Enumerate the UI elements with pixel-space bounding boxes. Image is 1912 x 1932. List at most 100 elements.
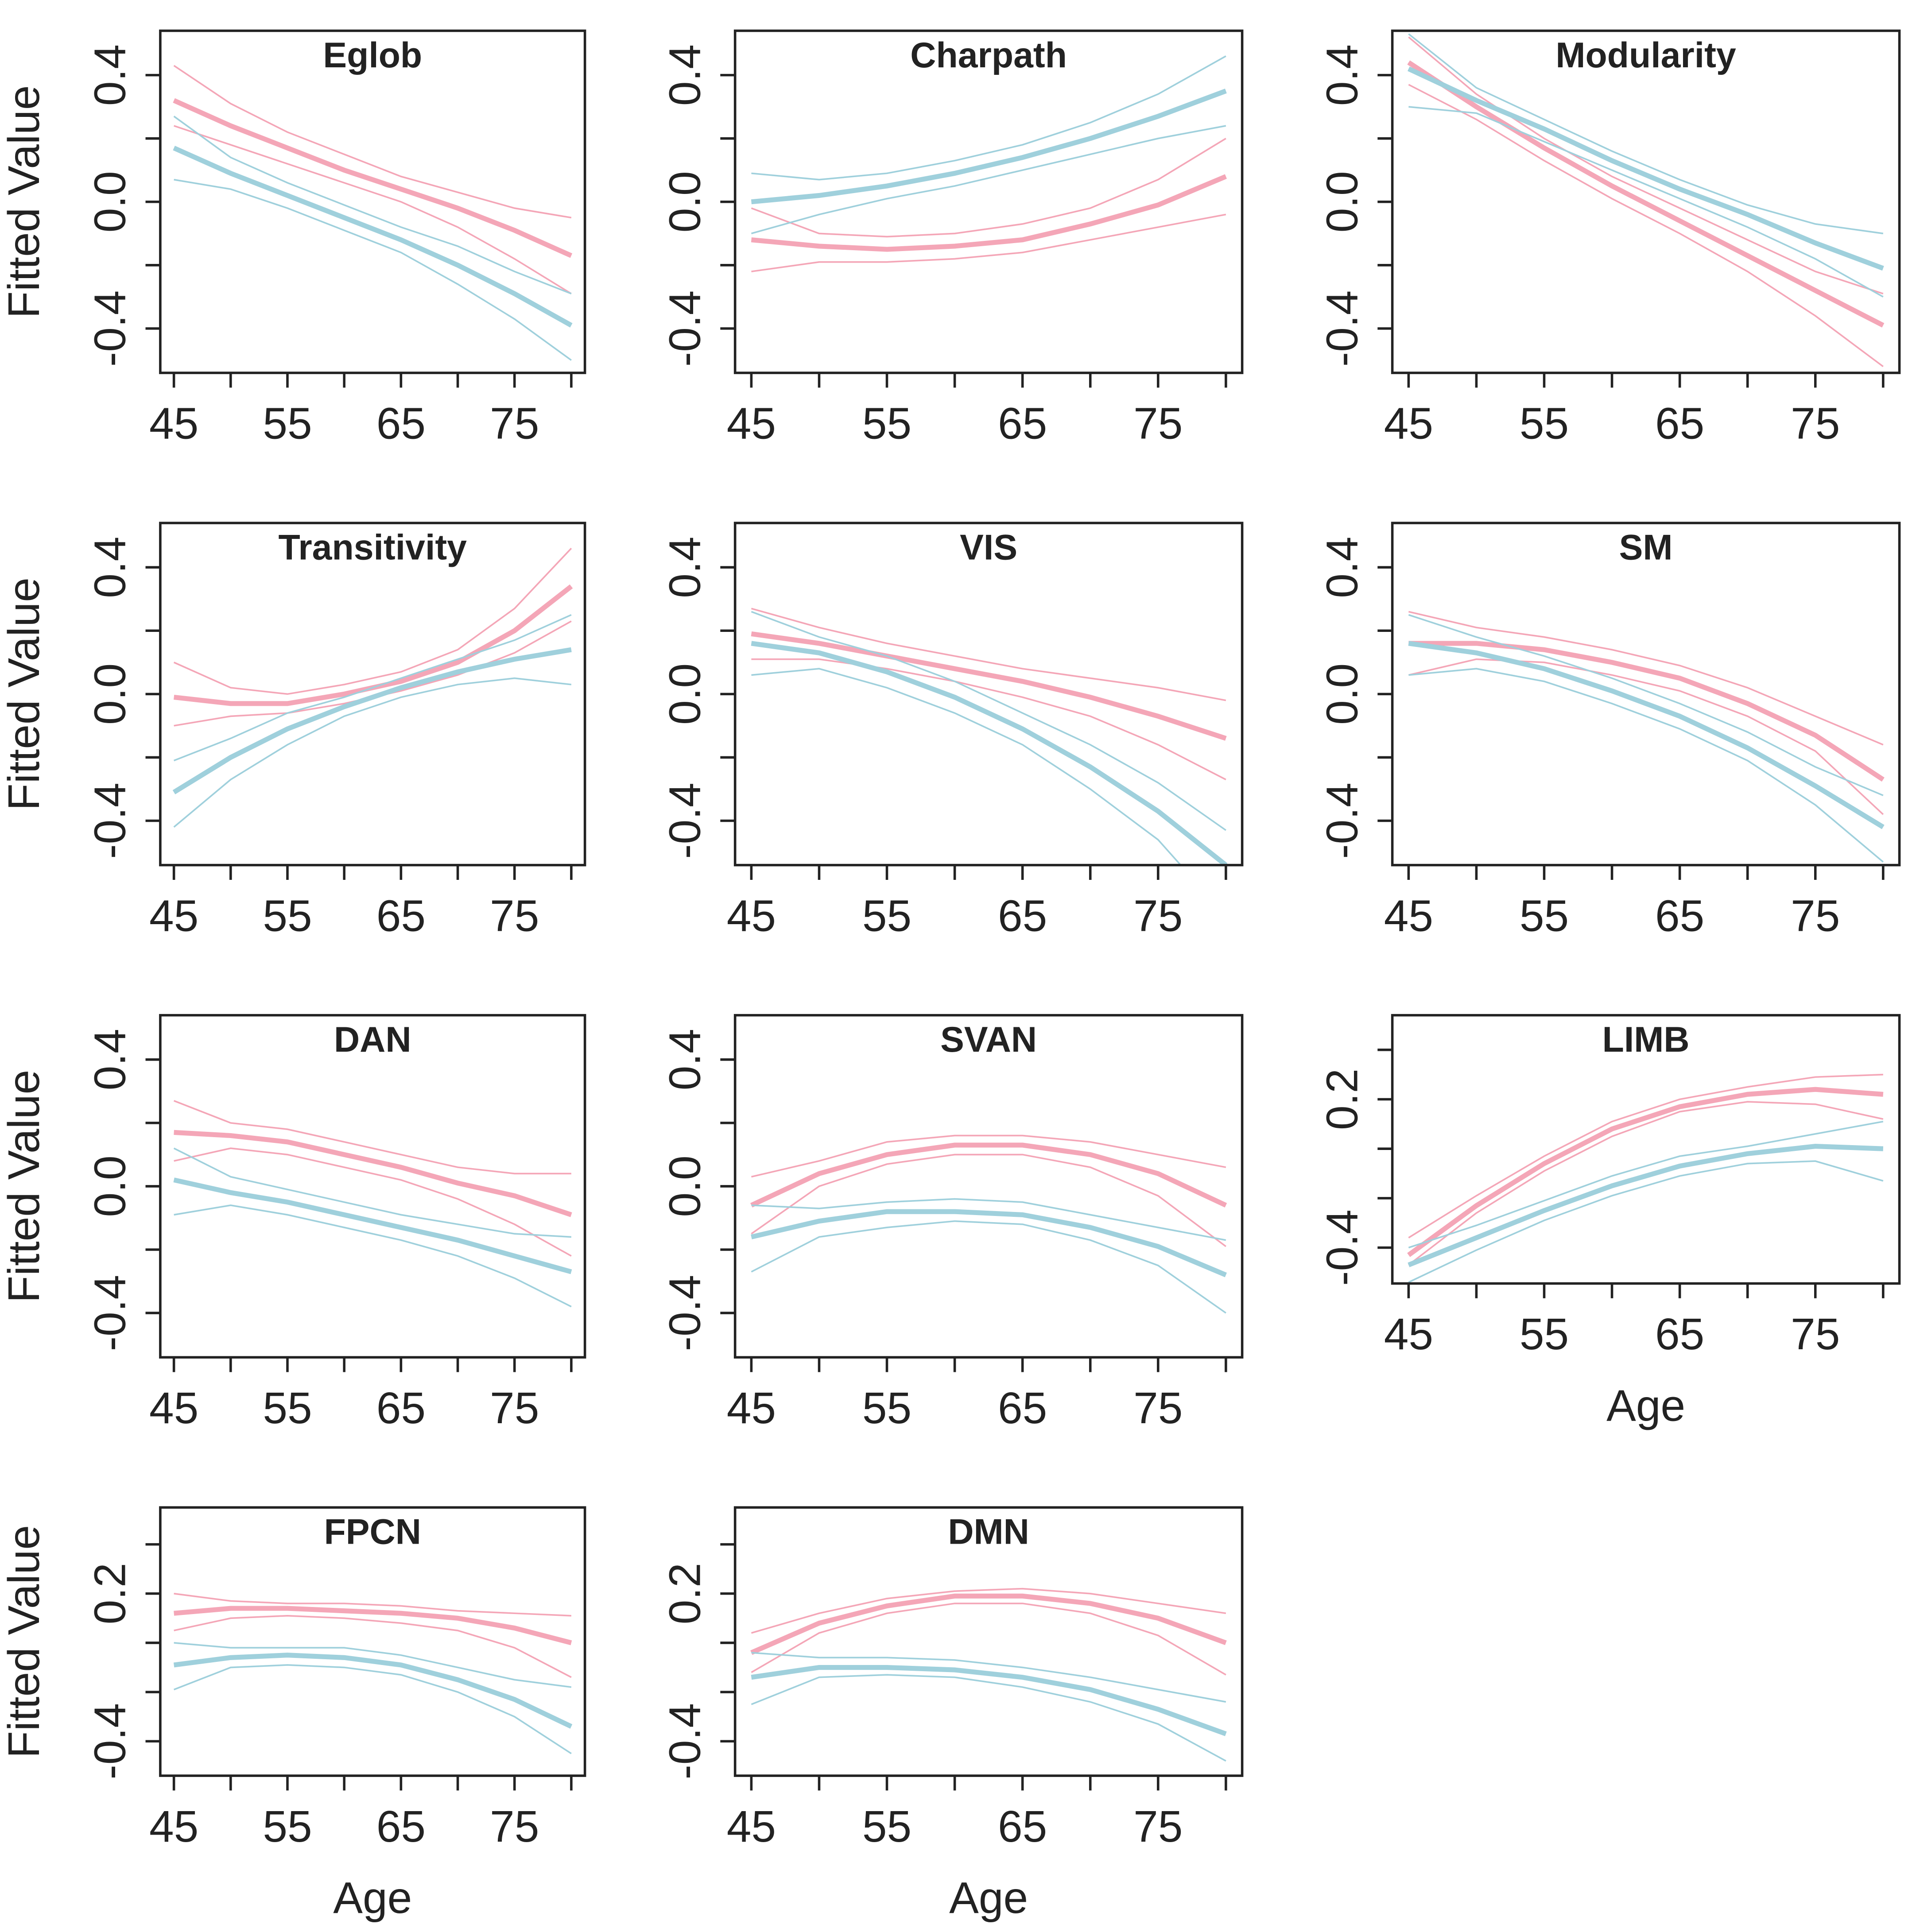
x-axis-label: Age bbox=[1606, 1381, 1685, 1430]
lines bbox=[1408, 611, 1885, 863]
fit-line bbox=[751, 89, 1227, 205]
y-axis-label: Fitted Value bbox=[0, 85, 49, 318]
y-axis-label: Fitted Value bbox=[0, 577, 49, 810]
panel-title: Charpath bbox=[910, 35, 1067, 75]
fit-line bbox=[1408, 66, 1884, 271]
lines bbox=[750, 1134, 1227, 1314]
x-tick-label: 55 bbox=[1520, 891, 1569, 941]
x-tick-label: 55 bbox=[862, 399, 911, 449]
y-tick-label: 0.4 bbox=[660, 44, 710, 106]
ci-line bbox=[1408, 668, 1884, 863]
panel-title: SM bbox=[1619, 527, 1673, 567]
fit-line bbox=[173, 1653, 573, 1729]
x-tick-label: 55 bbox=[862, 891, 911, 941]
ci-line bbox=[751, 213, 1226, 272]
y-tick-label: 0.0 bbox=[1317, 171, 1367, 232]
x-tick-label: 65 bbox=[1655, 891, 1704, 941]
lines bbox=[750, 1587, 1227, 1762]
plot-frame bbox=[733, 1506, 1244, 1777]
y-tick-label: -0.4 bbox=[1317, 290, 1367, 367]
y-tick-label: 0.4 bbox=[660, 537, 710, 598]
ci-line bbox=[751, 658, 1226, 781]
ci-line bbox=[751, 1220, 1226, 1314]
ci-line bbox=[1408, 33, 1884, 235]
x-tick-label: 45 bbox=[149, 1383, 198, 1433]
lines bbox=[1407, 33, 1885, 368]
ci-line bbox=[751, 611, 1226, 831]
ci-line bbox=[174, 1204, 572, 1308]
y-tick-label: 0.2 bbox=[660, 1563, 710, 1624]
lines bbox=[173, 1100, 572, 1308]
ci-line bbox=[174, 1147, 572, 1257]
fit-line bbox=[750, 1593, 1227, 1655]
plot-frame bbox=[1391, 1014, 1901, 1285]
panel: 45 55 65 75 -0.4 0.0 0.4 Transitivity Fitted Val… bbox=[0, 522, 586, 941]
y-tick-label: 0.0 bbox=[85, 663, 135, 725]
fit-line bbox=[751, 1665, 1227, 1736]
panel: 45 55 65 75 -0.4 0.2 DMN Age bbox=[660, 1506, 1244, 1923]
plot-frame bbox=[159, 1014, 586, 1359]
fit-line bbox=[1408, 641, 1885, 829]
y-tick-label: -0.4 bbox=[1317, 782, 1367, 859]
panel: 45 55 65 75 -0.4 0.0 0.4 Charpath bbox=[660, 29, 1244, 449]
x-tick-label: 55 bbox=[263, 1802, 312, 1851]
plot-frame bbox=[733, 29, 1244, 374]
y-tick-label: -0.4 bbox=[85, 290, 135, 367]
y-tick-label: 0.0 bbox=[660, 1155, 710, 1217]
ci-line bbox=[751, 125, 1226, 235]
fit-line bbox=[174, 1130, 572, 1217]
x-tick-label: 75 bbox=[1791, 1309, 1840, 1359]
x-tick-label: 45 bbox=[149, 1802, 198, 1851]
panel: 45 55 65 75 -0.4 0.0 0.4 VIS bbox=[660, 522, 1244, 941]
y-tick-label: 0.0 bbox=[85, 1155, 135, 1217]
y-tick-label: -0.4 bbox=[1317, 1209, 1367, 1285]
y-axis-label: Fitted Value bbox=[0, 1070, 49, 1303]
ci-line bbox=[751, 608, 1226, 701]
panel: 45 55 65 75 -0.4 0.0 0.4 Eglob Fitted Value bbox=[0, 29, 586, 449]
y-tick-label: -0.4 bbox=[660, 1703, 710, 1779]
ci-line bbox=[751, 1587, 1226, 1634]
y-tick-label: -0.4 bbox=[85, 1275, 135, 1351]
x-tick-label: 65 bbox=[998, 1802, 1047, 1851]
fit-line bbox=[1408, 1144, 1884, 1267]
plot-frame bbox=[1391, 29, 1901, 374]
panel: 45 55 65 75 -0.4 0.2 FPCN Fitted Value Age bbox=[0, 1506, 586, 1923]
x-axis-label: Age bbox=[949, 1873, 1028, 1923]
ci-line bbox=[1408, 1120, 1884, 1249]
x-tick-label: 55 bbox=[1520, 399, 1569, 449]
ci-line bbox=[173, 614, 572, 762]
ci-line bbox=[751, 1134, 1226, 1178]
ci-line bbox=[173, 548, 572, 695]
fit-line bbox=[172, 647, 572, 794]
x-tick-label: 45 bbox=[727, 1802, 776, 1851]
x-tick-label: 75 bbox=[1791, 399, 1840, 449]
fit-line bbox=[1407, 60, 1885, 328]
y-tick-label: -0.4 bbox=[660, 290, 710, 367]
y-axis-label: Fitted Value bbox=[0, 1525, 49, 1758]
x-tick-label: 45 bbox=[727, 399, 776, 449]
panel-title: SVAN bbox=[940, 1020, 1037, 1060]
ci-line bbox=[1408, 106, 1884, 298]
ci-line bbox=[751, 138, 1226, 238]
y-tick-label: 0.4 bbox=[85, 1029, 135, 1090]
panel-title: DAN bbox=[334, 1020, 411, 1060]
panel: 45 55 65 75 -0.4 0.0 0.4 SM bbox=[1317, 522, 1901, 941]
y-tick-label: -0.4 bbox=[660, 1275, 710, 1351]
x-tick-label: 45 bbox=[1384, 891, 1433, 941]
x-tick-label: 65 bbox=[376, 1383, 426, 1433]
panel-title: Modularity bbox=[1555, 35, 1736, 75]
ci-line bbox=[173, 677, 572, 828]
x-tick-label: 55 bbox=[862, 1383, 911, 1433]
x-tick-label: 55 bbox=[263, 399, 312, 449]
fit-line bbox=[1407, 1087, 1884, 1257]
panel-title: FPCN bbox=[324, 1512, 421, 1552]
x-tick-label: 45 bbox=[149, 399, 198, 449]
y-tick-label: -0.4 bbox=[660, 782, 710, 859]
ci-line bbox=[751, 1674, 1226, 1762]
x-tick-label: 75 bbox=[1133, 1802, 1183, 1851]
x-tick-label: 65 bbox=[998, 891, 1047, 941]
plot-frame bbox=[733, 522, 1244, 867]
fit-line bbox=[174, 1606, 572, 1645]
ci-line bbox=[1408, 611, 1884, 746]
